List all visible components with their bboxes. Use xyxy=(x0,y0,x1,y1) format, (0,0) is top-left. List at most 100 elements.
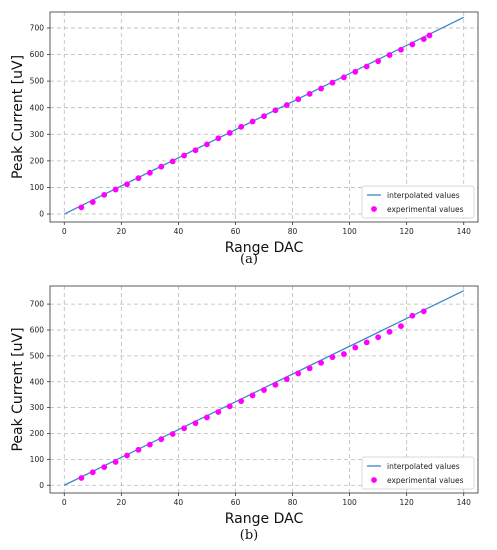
chart-a: 0 20 40 60 80 100 120 140 0 100 200 300 400 500 600 700… xyxy=(10,11,479,267)
data-point xyxy=(78,475,85,481)
x-tick-label: 100 xyxy=(342,227,357,236)
x-axis-title: Range DAC xyxy=(225,511,304,527)
legend-label: experimental values xyxy=(387,476,464,485)
data-point xyxy=(272,381,279,388)
x-tick-label: 120 xyxy=(400,498,415,507)
data-point xyxy=(363,63,370,70)
data-point xyxy=(169,158,176,165)
y-tick-label: 600 xyxy=(30,326,45,335)
data-point xyxy=(204,141,210,148)
y-tick-label: 300 xyxy=(30,130,45,139)
data-point xyxy=(272,107,279,114)
x-tick-label: 140 xyxy=(457,227,472,236)
y-tick-label: 500 xyxy=(30,77,45,86)
data-point xyxy=(89,199,96,205)
y-tick-label: 600 xyxy=(30,50,45,59)
panel-caption: (a) xyxy=(240,252,258,267)
data-point xyxy=(249,392,256,399)
x-tick-label: 120 xyxy=(400,227,415,236)
data-point xyxy=(112,186,119,193)
data-point xyxy=(352,344,359,351)
data-point xyxy=(340,74,347,81)
y-tick-label: 0 xyxy=(39,481,44,490)
data-point xyxy=(398,323,404,330)
data-point xyxy=(352,68,359,75)
y-tick-label: 700 xyxy=(30,24,45,33)
data-point xyxy=(238,398,245,405)
plot-frame xyxy=(49,11,479,223)
legend-box xyxy=(361,456,475,490)
x-tick-label: 0 xyxy=(62,227,67,236)
data-point xyxy=(386,328,393,335)
data-point xyxy=(215,135,222,142)
data-point xyxy=(420,36,427,43)
data-point xyxy=(204,414,210,421)
y-tick-label: 100 xyxy=(30,455,45,464)
data-point xyxy=(181,425,188,432)
data-point xyxy=(226,130,233,136)
data-point xyxy=(375,334,382,341)
data-point xyxy=(261,113,267,120)
x-tick-label: 80 xyxy=(288,498,298,507)
data-point xyxy=(158,436,165,443)
data-point xyxy=(306,365,313,372)
y-tick-label: 500 xyxy=(30,351,45,360)
x-axis-title: Range DAC xyxy=(225,240,304,256)
plot-frame xyxy=(49,285,479,494)
data-point xyxy=(238,123,245,130)
data-point xyxy=(426,32,433,39)
data-point xyxy=(318,85,324,92)
data-point xyxy=(375,58,382,65)
legend-marker-swatch xyxy=(371,206,377,212)
y-tick-label: 400 xyxy=(30,377,45,386)
data-point xyxy=(101,464,108,471)
data-point xyxy=(215,409,222,415)
legend-label: interpolated values xyxy=(387,462,460,471)
x-tick-label: 40 xyxy=(174,227,184,236)
data-point xyxy=(192,420,199,427)
data-point xyxy=(295,370,302,377)
data-point xyxy=(169,431,176,437)
data-point xyxy=(135,446,142,453)
data-point xyxy=(386,52,393,58)
legend-label: interpolated values xyxy=(387,191,460,200)
data-point xyxy=(135,175,142,182)
data-point xyxy=(226,403,233,410)
y-tick-label: 200 xyxy=(30,429,45,438)
x-tick-label: 80 xyxy=(288,227,298,236)
data-point xyxy=(78,204,85,211)
y-tick-label: 200 xyxy=(30,156,45,165)
data-point xyxy=(283,102,290,108)
chart-panel-a: 0 20 40 60 80 100 120 140 0 100 200 300 400 500 600 700… xyxy=(0,0,497,270)
legend-label: experimental values xyxy=(387,205,464,214)
legend-box xyxy=(361,185,475,219)
data-point xyxy=(146,169,153,176)
x-tick-label: 60 xyxy=(231,227,241,236)
y-tick-label: 100 xyxy=(30,183,45,192)
x-tick-label: 20 xyxy=(117,227,127,236)
data-point xyxy=(158,163,165,170)
data-point xyxy=(398,46,404,53)
y-tick-label: 300 xyxy=(30,403,45,412)
data-point xyxy=(124,181,130,188)
data-point xyxy=(363,339,370,346)
data-point xyxy=(146,441,153,448)
data-point xyxy=(306,90,313,97)
x-tick-label: 60 xyxy=(231,498,241,507)
y-tick-label: 0 xyxy=(39,210,44,219)
data-point xyxy=(340,351,347,357)
x-tick-label: 40 xyxy=(174,498,184,507)
data-point xyxy=(329,79,336,86)
data-point xyxy=(249,118,256,125)
y-axis-title: Peak Current [uV] xyxy=(10,55,26,179)
data-point xyxy=(409,312,416,319)
chart-panel-b: 0 20 40 60 80 100 120 140 0 100 200 300 400 500 600 700… xyxy=(0,274,497,550)
y-tick-label: 400 xyxy=(30,103,45,112)
x-tick-label: 100 xyxy=(342,498,357,507)
data-point xyxy=(112,459,119,465)
panel-caption: (b) xyxy=(240,528,258,543)
data-point xyxy=(192,147,199,154)
data-point xyxy=(124,452,130,459)
y-axis-title: Peak Current [uV] xyxy=(10,327,26,451)
data-point xyxy=(89,469,96,476)
